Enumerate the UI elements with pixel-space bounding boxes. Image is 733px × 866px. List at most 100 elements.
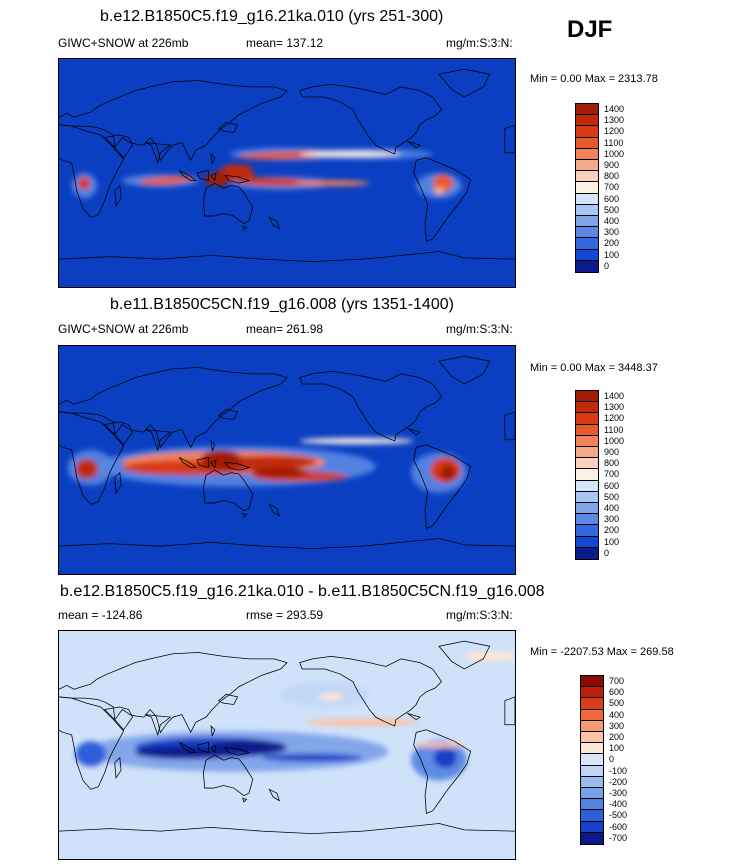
coastline	[203, 469, 254, 512]
coastline	[59, 696, 125, 790]
coastline	[144, 429, 172, 452]
colorbar-label: 300	[609, 720, 625, 731]
colorbar-label: 200	[609, 732, 625, 742]
coastline	[196, 456, 209, 469]
coastline	[438, 355, 491, 385]
coastline	[504, 696, 515, 726]
coastline	[59, 411, 125, 505]
panel2-map-svg	[59, 346, 515, 574]
colorbar-swatch	[576, 204, 598, 216]
shaded-region	[78, 176, 91, 190]
panel2-title: b.e11.B1850C5CN.f19_g16.008 (yrs 1351-14…	[110, 296, 454, 313]
coastline	[210, 459, 217, 469]
panel3-map	[58, 630, 516, 860]
colorbar-label: -700	[609, 832, 628, 843]
coastline	[179, 742, 197, 753]
colorbar-label: -600	[609, 821, 628, 832]
panel3-units-label: mg/m:S:3:N:	[446, 608, 513, 622]
colorbar-label: 1200	[604, 126, 625, 137]
panel3-mean-label: mean = -124.86	[58, 608, 143, 622]
coastline	[268, 216, 281, 230]
colorbar-label: 500	[604, 491, 620, 502]
coastline	[203, 754, 254, 797]
colorbar-label: 0	[604, 260, 610, 271]
colorbar-swatch	[576, 238, 598, 250]
colorbar-swatch	[581, 776, 603, 788]
shading-layer	[67, 437, 467, 493]
colorbar-swatch	[576, 260, 598, 272]
colorbar-swatch	[576, 227, 598, 239]
shaded-region	[464, 651, 515, 662]
colorbar-label: 600	[604, 193, 620, 204]
colorbar-swatch	[576, 160, 598, 172]
colorbar-box	[575, 103, 599, 273]
coastline	[59, 367, 288, 449]
coastline	[179, 457, 197, 468]
shaded-region	[75, 458, 99, 479]
colorbar-label: -500	[609, 810, 628, 821]
colorbar-swatch	[576, 126, 598, 138]
colorbar-swatch	[581, 765, 603, 777]
coastline	[407, 712, 421, 721]
colorbar-label: 300	[604, 514, 620, 525]
shading-layer	[71, 147, 462, 199]
panel1-units-label: mg/m:S:3:N:	[446, 36, 513, 50]
colorbar-swatch	[576, 525, 598, 537]
coastlines	[59, 355, 515, 550]
colorbar-label: 700	[609, 676, 625, 686]
colorbar-swatch	[576, 547, 598, 559]
coastline	[299, 83, 443, 155]
colorbar-label: -300	[609, 788, 628, 798]
colorbar-swatch	[576, 182, 598, 194]
panel3-title: b.e12.B1850C5.f19_g16.21ka.010 - b.e11.B…	[60, 583, 545, 600]
colorbar-label: 1400	[604, 104, 625, 114]
shaded-region	[413, 742, 465, 748]
colorbar-swatch	[581, 810, 603, 822]
colorbar-label: 400	[604, 503, 620, 513]
coastline	[210, 744, 217, 754]
colorbar-swatch	[581, 832, 603, 844]
panel2-units-label: mg/m:S:3:N:	[446, 322, 513, 336]
colorbar-swatch	[576, 480, 598, 492]
colorbar-swatch	[576, 148, 598, 160]
coastline	[299, 655, 443, 727]
coastline	[224, 462, 251, 471]
colorbar-label: 1100	[604, 137, 624, 148]
shaded-region	[211, 739, 287, 756]
shaded-region	[200, 449, 242, 471]
colorbar-label: 100	[609, 743, 625, 754]
coastline	[59, 80, 288, 162]
colorbar-label: -200	[609, 776, 628, 787]
coastline	[210, 439, 216, 452]
panel1-map-svg	[59, 59, 515, 287]
colorbar-swatch	[576, 104, 598, 116]
coastline	[217, 121, 239, 133]
colorbar-label: 100	[604, 536, 620, 547]
colorbar-swatch	[576, 115, 598, 127]
colorbar-label: 1100	[604, 424, 624, 435]
colorbar-label: 1000	[604, 148, 625, 159]
colorbar-swatch	[576, 458, 598, 470]
colorbar-box	[575, 390, 599, 560]
shaded-region	[261, 753, 363, 762]
coastline	[196, 741, 209, 754]
shaded-region	[306, 718, 420, 726]
colorbar-swatch	[576, 391, 598, 403]
colorbar-label: 200	[604, 525, 620, 536]
colorbar-box	[580, 675, 604, 845]
colorbar-label: -100	[609, 765, 628, 776]
coastline	[210, 724, 216, 737]
coastline	[114, 184, 122, 208]
season-label: DJF	[567, 16, 613, 43]
coastlines	[59, 640, 515, 835]
colorbar-swatch	[576, 402, 598, 414]
colorbar-swatch	[581, 799, 603, 811]
colorbar-swatch	[576, 413, 598, 425]
colorbar-label: 400	[609, 709, 625, 720]
colorbar-swatch	[581, 754, 603, 766]
colorbar-swatch	[576, 249, 598, 261]
colorbar-swatch	[576, 424, 598, 436]
colorbar-swatch	[581, 788, 603, 800]
colorbar-swatch	[581, 698, 603, 710]
colorbar-label: 600	[609, 687, 625, 698]
